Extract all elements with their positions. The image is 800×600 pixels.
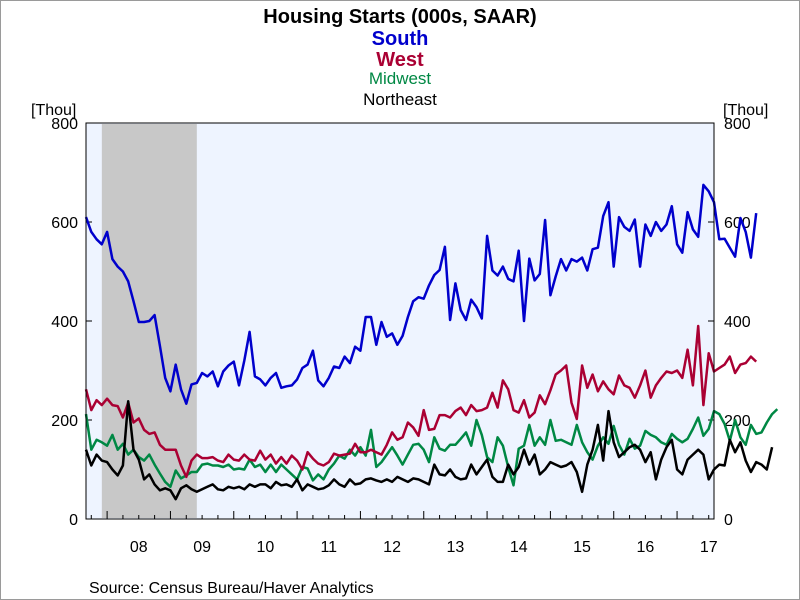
legend-south: South	[372, 28, 429, 50]
x-tick-label: 11	[320, 539, 337, 556]
x-tick-label: 17	[700, 539, 718, 556]
series-layer	[84, 183, 779, 501]
y-tick-label-left: 800	[51, 116, 78, 133]
x-tick-label: 09	[193, 539, 211, 556]
y-tick-label-left: 0	[69, 512, 78, 529]
y-tick-label-right: 800	[724, 116, 751, 133]
y-axis-left: 0 200 400 600 800	[51, 116, 92, 529]
series-line-midwest	[84, 408, 779, 489]
y-tick-label-left: 600	[51, 215, 78, 232]
x-axis: 08 09 10 11 12 13 14 15 16 17	[90, 511, 718, 556]
series-line-northeast	[84, 399, 774, 501]
legend-midwest: Midwest	[369, 69, 432, 88]
chart-title: Housing Starts (000s, SAAR)	[263, 6, 536, 28]
source-note: Source: Census Bureau/Haver Analytics	[89, 580, 374, 597]
y-tick-label-left: 200	[51, 413, 78, 430]
unit-label-left: [Thou]	[31, 102, 76, 119]
y-tick-label-right: 600	[724, 215, 751, 232]
legend-west: West	[376, 49, 424, 71]
y-tick-label-right: 0	[724, 512, 733, 529]
unit-label-right: [Thou]	[723, 102, 768, 119]
x-tick-label: 10	[257, 539, 275, 556]
x-tick-label: 12	[383, 539, 401, 556]
x-tick-label: 13	[447, 539, 465, 556]
series-line-west	[84, 324, 758, 479]
series-line-south	[84, 183, 758, 405]
x-tick-label: 16	[636, 539, 654, 556]
y-tick-label-left: 400	[51, 314, 78, 331]
x-tick-label: 08	[130, 539, 148, 556]
plot-frame	[85, 122, 715, 520]
y-tick-label-right: 400	[724, 314, 751, 331]
legend-northeast: Northeast	[363, 90, 437, 109]
x-tick-label: 15	[573, 539, 591, 556]
x-tick-label: 14	[510, 539, 528, 556]
y-tick-label-right: 200	[724, 413, 751, 430]
